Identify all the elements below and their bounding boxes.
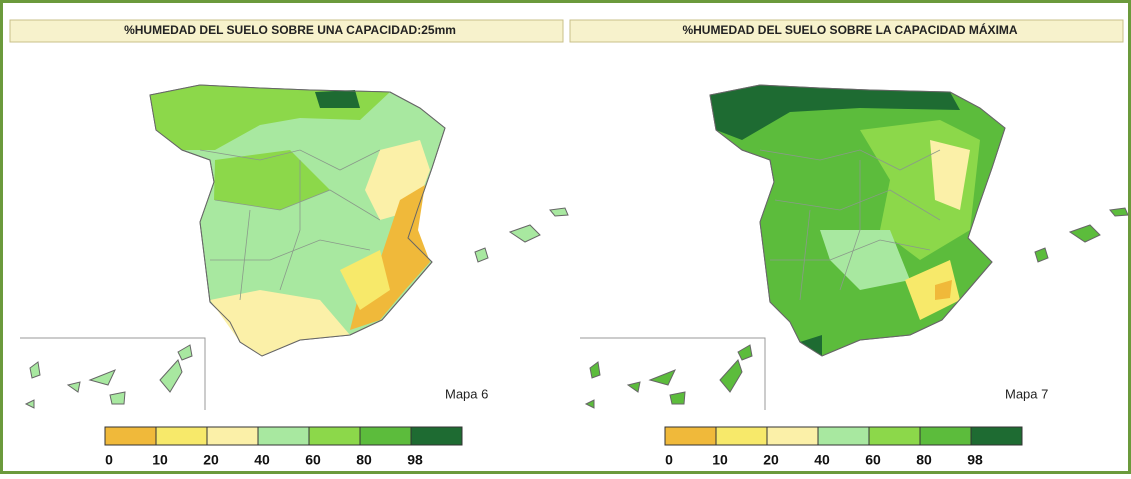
map-title: %HUMEDAD DEL SUELO SOBRE LA CAPACIDAD MÁ… (682, 22, 1017, 37)
legend-swatch (309, 427, 360, 445)
legend-swatch (971, 427, 1022, 445)
legend-swatch (156, 427, 207, 445)
legend-label: 80 (356, 452, 372, 468)
map-title: %HUMEDAD DEL SUELO SOBRE UNA CAPACIDAD:2… (124, 23, 456, 37)
legend-swatch (207, 427, 258, 445)
legend-label: 80 (916, 452, 932, 468)
legend-label: 40 (254, 452, 270, 468)
legend-label: 40 (814, 452, 830, 468)
legend-swatch (665, 427, 716, 445)
legend-label: 20 (203, 452, 219, 468)
legend-swatch (920, 427, 971, 445)
legend-label: 60 (865, 452, 881, 468)
legend-swatch (716, 427, 767, 445)
legend-swatch (869, 427, 920, 445)
legend-swatch (105, 427, 156, 445)
legend-swatch (818, 427, 869, 445)
legend-label: 10 (712, 452, 728, 468)
legend-label: 60 (305, 452, 321, 468)
legend-label: 0 (105, 452, 113, 468)
legend-swatch (258, 427, 309, 445)
legend-label: 10 (152, 452, 168, 468)
legend-label: 0 (665, 452, 673, 468)
legend-swatch (411, 427, 462, 445)
legend-label: 98 (967, 452, 983, 468)
legend-label: 20 (763, 452, 779, 468)
map-label: Mapa 7 (1005, 386, 1048, 401)
legend-label: 98 (407, 452, 423, 468)
legend-swatch (767, 427, 818, 445)
map-label: Mapa 6 (445, 386, 488, 401)
legend-swatch (360, 427, 411, 445)
page: %HUMEDAD DEL SUELO SOBRE UNA CAPACIDAD:2… (0, 0, 1131, 474)
moisture-zone (315, 90, 360, 108)
